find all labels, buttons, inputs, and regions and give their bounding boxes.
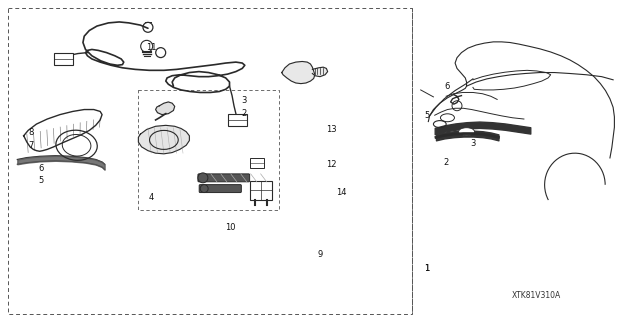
- FancyBboxPatch shape: [199, 185, 241, 193]
- Text: 2: 2: [241, 109, 246, 118]
- Polygon shape: [156, 102, 175, 115]
- Text: 13: 13: [326, 125, 337, 134]
- Text: 5: 5: [424, 111, 429, 120]
- Bar: [250, 181, 272, 200]
- Text: 4: 4: [148, 193, 154, 202]
- Text: 7: 7: [29, 141, 34, 150]
- Polygon shape: [138, 125, 189, 154]
- Ellipse shape: [440, 114, 454, 122]
- Text: 6: 6: [445, 82, 450, 91]
- Text: 1: 1: [424, 264, 429, 273]
- Text: 12: 12: [326, 160, 337, 169]
- Text: 1: 1: [424, 264, 429, 273]
- Polygon shape: [282, 62, 315, 84]
- Text: 14: 14: [336, 188, 346, 197]
- FancyBboxPatch shape: [198, 174, 250, 182]
- Text: 3: 3: [470, 139, 476, 148]
- Text: 3: 3: [241, 97, 246, 106]
- Text: 2: 2: [444, 158, 449, 167]
- FancyBboxPatch shape: [54, 53, 73, 65]
- Text: 9: 9: [317, 250, 323, 259]
- Text: 5: 5: [38, 175, 44, 185]
- Text: 10: 10: [225, 223, 236, 232]
- Text: XTK81V310A: XTK81V310A: [512, 291, 561, 300]
- Bar: [8, 8, 412, 315]
- Bar: [250, 158, 264, 168]
- FancyBboxPatch shape: [228, 114, 246, 126]
- Text: 11: 11: [146, 43, 156, 52]
- Circle shape: [198, 173, 208, 183]
- Polygon shape: [312, 67, 328, 77]
- Bar: [138, 90, 278, 210]
- Text: 8: 8: [29, 128, 34, 137]
- Circle shape: [200, 185, 208, 193]
- Text: 6: 6: [38, 165, 44, 174]
- Ellipse shape: [459, 128, 474, 136]
